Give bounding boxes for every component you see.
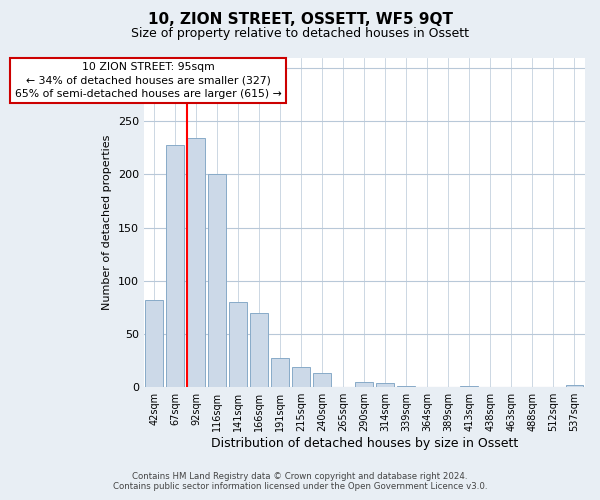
Bar: [229, 302, 247, 387]
Bar: [460, 386, 478, 387]
Bar: [376, 383, 394, 387]
Bar: [187, 138, 205, 387]
Text: Size of property relative to detached houses in Ossett: Size of property relative to detached ho…: [131, 28, 469, 40]
Text: 10, ZION STREET, OSSETT, WF5 9QT: 10, ZION STREET, OSSETT, WF5 9QT: [148, 12, 452, 28]
Text: Contains HM Land Registry data © Crown copyright and database right 2024.
Contai: Contains HM Land Registry data © Crown c…: [113, 472, 487, 491]
Bar: [397, 386, 415, 387]
Text: 10 ZION STREET: 95sqm
← 34% of detached houses are smaller (327)
65% of semi-det: 10 ZION STREET: 95sqm ← 34% of detached …: [15, 62, 281, 99]
Bar: [313, 374, 331, 387]
X-axis label: Distribution of detached houses by size in Ossett: Distribution of detached houses by size …: [211, 437, 518, 450]
Bar: [566, 385, 583, 387]
Bar: [208, 174, 226, 387]
Bar: [250, 313, 268, 387]
Bar: [271, 358, 289, 387]
Bar: [145, 300, 163, 387]
Bar: [355, 382, 373, 387]
Y-axis label: Number of detached properties: Number of detached properties: [102, 134, 112, 310]
Bar: [292, 367, 310, 387]
Bar: [166, 144, 184, 387]
